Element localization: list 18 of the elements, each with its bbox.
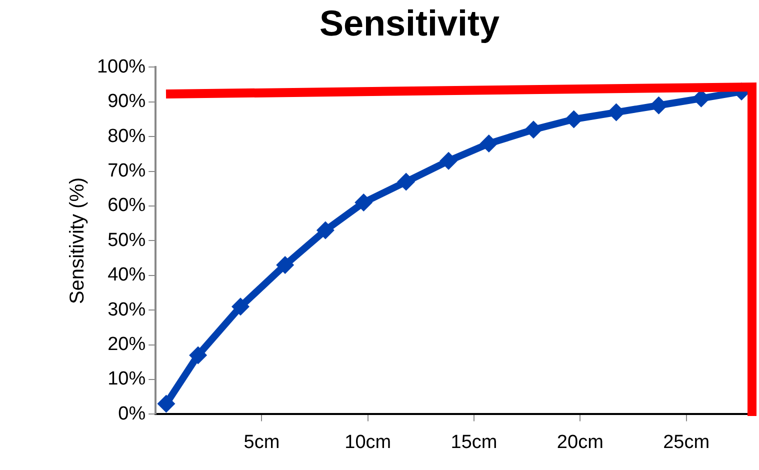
x-tick-label: 5cm	[244, 432, 280, 453]
y-tick-label: 90%	[108, 91, 146, 112]
y-tick-label: 10%	[108, 368, 146, 390]
y-tick-label: 0%	[118, 403, 146, 424]
chart-title: Sensitivity	[319, 2, 500, 44]
y-tick-label: 80%	[108, 126, 146, 147]
y-tick-label: 40%	[108, 264, 146, 286]
x-tick-label: 25cm	[663, 432, 710, 453]
x-tick-label: 20cm	[556, 432, 604, 453]
y-tick-label: 70%	[108, 160, 146, 182]
x-tick-label: 10cm	[344, 432, 392, 453]
y-axis-title: Sensitivity (%)	[66, 177, 89, 304]
y-tick-label: 20%	[108, 334, 146, 356]
y-tick-label: 100%	[96, 56, 146, 78]
y-tick-label: 30%	[108, 299, 146, 320]
y-tick-label: 50%	[108, 230, 146, 251]
x-tick-label: 15cm	[450, 432, 498, 453]
y-tick-label: 60%	[108, 195, 146, 216]
